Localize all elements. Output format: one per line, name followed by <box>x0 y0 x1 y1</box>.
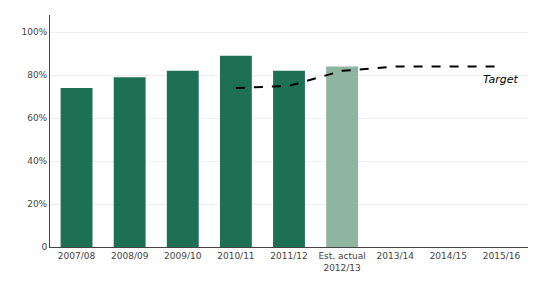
svg-text:60%: 60% <box>27 113 47 123</box>
svg-text:0: 0 <box>41 242 47 252</box>
svg-text:2013/14: 2013/14 <box>377 251 415 261</box>
svg-text:2008/09: 2008/09 <box>111 251 149 261</box>
svg-text:Target: Target <box>483 73 519 86</box>
svg-text:2011/12: 2011/12 <box>270 251 307 261</box>
svg-text:Est. actual2012/13: Est. actual2012/13 <box>318 251 365 273</box>
svg-text:2007/08: 2007/08 <box>58 251 96 261</box>
svg-text:2014/15: 2014/15 <box>430 251 467 261</box>
svg-text:80%: 80% <box>27 70 47 80</box>
svg-text:40%: 40% <box>27 156 47 166</box>
svg-text:2009/10: 2009/10 <box>164 251 202 261</box>
svg-text:2015/16: 2015/16 <box>483 251 521 261</box>
svg-text:20%: 20% <box>27 199 47 209</box>
svg-text:2010/11: 2010/11 <box>217 251 254 261</box>
svg-text:100%: 100% <box>21 27 47 37</box>
